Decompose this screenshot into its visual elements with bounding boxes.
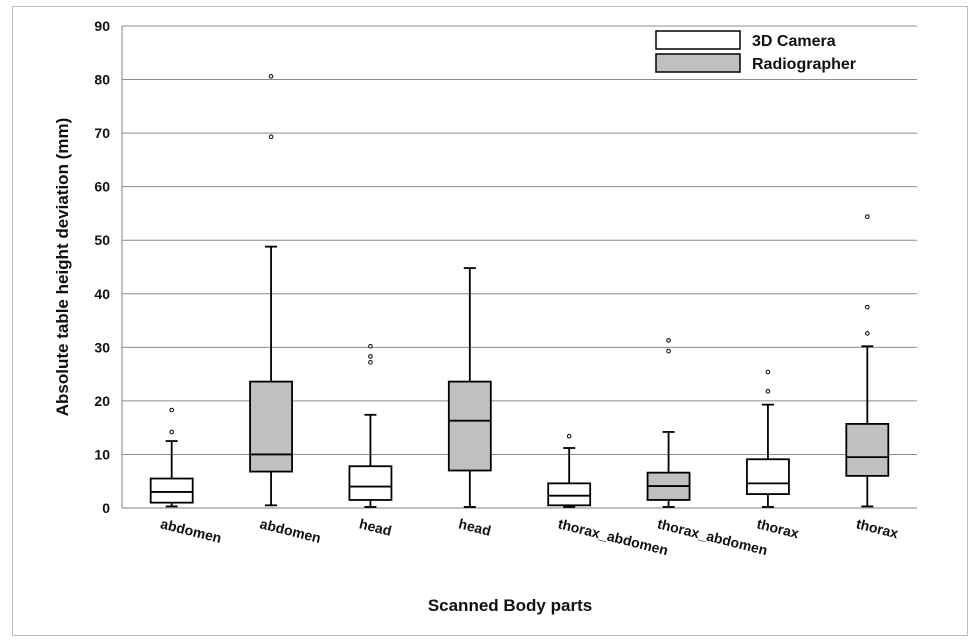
y-tick-label: 70 [94,125,110,141]
category-label-thorax-abdomen: thorax_abdomen [556,515,669,558]
category-label-abdomen: abdomen [258,515,322,546]
iqr-box [547,482,592,507]
iqr-box [149,477,194,504]
y-tick-label: 90 [94,18,110,34]
box-thorax-radiographer [845,214,890,508]
outlier-point [865,214,870,219]
boxes [149,74,890,508]
outlier-point [566,433,572,439]
box-head-radiographer [447,267,492,508]
outlier-point [169,429,174,435]
box-thorax-abdomen-radiographer [646,338,691,508]
category-label-head: head [457,515,493,538]
box-abdomen-radiographer [249,74,293,507]
outlier-point [368,360,373,365]
iqr-box [249,380,293,473]
x-axis-title: Scanned Body parts [428,596,592,615]
y-tick-label: 40 [94,286,110,302]
outlier-point [765,388,771,394]
iqr-box [348,465,393,501]
box-thorax-3d-camera [746,369,790,508]
y-axis-title: Absolute table height deviation (mm) [53,118,72,416]
y-tick-label: 20 [94,393,110,409]
outlier-point [169,407,174,413]
outlier-point [368,343,373,349]
outlier-point [865,331,870,336]
category-label-thorax: thorax [755,515,801,541]
y-tick-label: 60 [94,179,110,195]
legend-label-3d-camera: 3D Camera [752,33,836,50]
outlier-point [765,369,771,375]
legend-swatch-radiographer [655,53,741,73]
box-head-3d-camera [348,343,393,508]
iqr-box [845,423,890,477]
grid-lines [122,25,917,455]
legend-label-radiographer: Radiographer [752,56,856,73]
legend: 3D Camera Radiographer [655,30,856,73]
category-label-abdomen: abdomen [159,515,223,546]
box-abdomen-3d-camera [149,407,194,508]
y-tick-labels: 0 10 20 30 40 50 60 70 80 90 [94,18,110,516]
category-labels: abdomen abdomen head head thorax_abdomenthor… [159,515,900,558]
outlier-point [865,304,870,310]
y-tick-label: 80 [94,72,110,88]
outlier-point [666,348,671,354]
iqr-box [447,380,492,472]
y-tick-label: 0 [102,500,110,516]
y-tick-label: 10 [94,446,110,462]
y-tick-label: 30 [94,339,110,355]
category-label-thorax-abdomen: thorax_abdomen [656,515,769,558]
category-label-thorax: thorax [855,515,901,541]
legend-swatch-3d-camera [655,30,741,50]
y-tick-label: 50 [94,232,110,248]
outlier-point [268,74,274,79]
outlier-point [368,354,373,359]
outlier-point [666,338,671,343]
axes [121,26,917,509]
iqr-box [746,458,790,495]
box-thorax-abdomen-3d-camera [547,433,592,508]
category-label-head: head [358,515,394,538]
chart-frame [12,6,968,636]
outlier-point [268,134,274,140]
